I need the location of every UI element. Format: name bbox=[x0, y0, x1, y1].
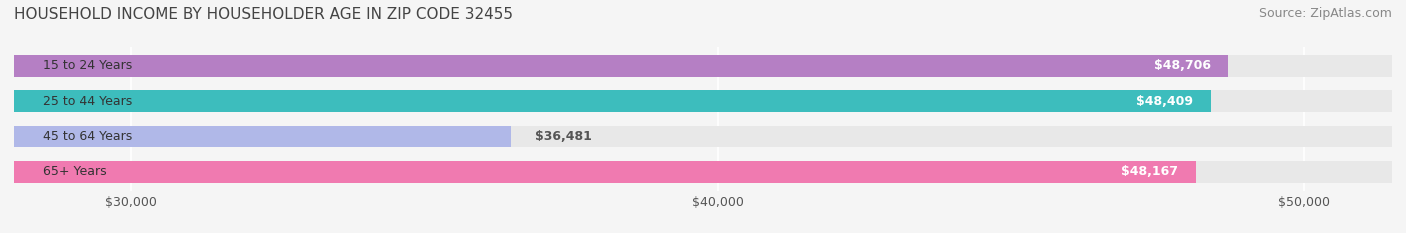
Bar bbox=[14, 126, 1392, 147]
Bar bbox=[14, 90, 1211, 112]
Bar bbox=[14, 161, 1197, 183]
Text: HOUSEHOLD INCOME BY HOUSEHOLDER AGE IN ZIP CODE 32455: HOUSEHOLD INCOME BY HOUSEHOLDER AGE IN Z… bbox=[14, 7, 513, 22]
Text: 25 to 44 Years: 25 to 44 Years bbox=[44, 95, 132, 108]
Text: Source: ZipAtlas.com: Source: ZipAtlas.com bbox=[1258, 7, 1392, 20]
Text: 65+ Years: 65+ Years bbox=[44, 165, 107, 178]
Text: 45 to 64 Years: 45 to 64 Years bbox=[44, 130, 132, 143]
Bar bbox=[14, 126, 512, 147]
Bar bbox=[14, 55, 1392, 77]
Text: $48,167: $48,167 bbox=[1122, 165, 1178, 178]
Text: $48,706: $48,706 bbox=[1153, 59, 1211, 72]
Text: $36,481: $36,481 bbox=[534, 130, 592, 143]
Bar bbox=[14, 90, 1392, 112]
Bar bbox=[14, 161, 1392, 183]
Text: $48,409: $48,409 bbox=[1136, 95, 1194, 108]
Bar bbox=[14, 55, 1227, 77]
Text: 15 to 24 Years: 15 to 24 Years bbox=[44, 59, 132, 72]
